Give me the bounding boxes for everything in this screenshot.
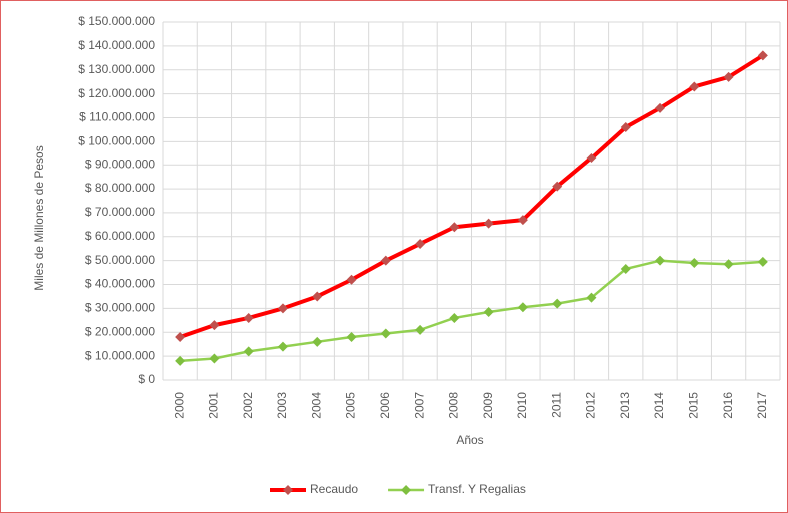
y-tick-label: $ 70.000.000	[85, 205, 155, 219]
x-tick-label: 2007	[412, 392, 426, 419]
marker	[346, 332, 357, 343]
marker	[277, 341, 288, 352]
x-tick-label: 2000	[172, 392, 186, 419]
x-tick-label: 2015	[686, 392, 700, 419]
x-tick-label: 2008	[447, 392, 461, 419]
legend-label: Recaudo	[310, 482, 358, 496]
y-tick-label: $ 110.000.000	[79, 110, 155, 124]
legend-marker	[401, 485, 412, 495]
y-tick-label: $ 60.000.000	[85, 229, 155, 243]
x-tick-label: 2011	[549, 392, 563, 418]
marker	[243, 312, 254, 323]
x-tick-label: 2013	[618, 392, 632, 419]
x-tick-label: 2010	[515, 392, 529, 419]
marker	[517, 302, 528, 313]
marker	[552, 298, 563, 309]
marker	[517, 215, 528, 226]
x-tick-label: 2004	[309, 392, 323, 419]
marker	[689, 81, 700, 92]
legend-label: Transf. Y Regalias	[428, 482, 526, 496]
y-axis-title: Miles de Millones de Pesos	[32, 145, 46, 290]
y-tick-label: $ 20.000.000	[85, 324, 155, 338]
marker	[552, 181, 563, 192]
marker	[586, 292, 597, 303]
y-tick-label: $ 140.000.000	[78, 38, 155, 52]
y-tick-label: $ 30.000.000	[85, 301, 155, 315]
marker	[277, 303, 288, 314]
y-tick-label: $ 50.000.000	[85, 253, 155, 267]
x-tick-label: 2016	[721, 392, 735, 419]
series-line	[180, 259, 763, 363]
marker	[243, 346, 254, 357]
y-tick-label: $ 40.000.000	[85, 277, 155, 291]
marker	[723, 259, 734, 270]
x-tick-label: 2017	[755, 392, 769, 419]
y-tick-label: $ 80.000.000	[85, 181, 155, 195]
marker	[655, 102, 666, 113]
marker	[175, 355, 186, 366]
y-tick-label: $ 90.000.000	[85, 157, 155, 171]
marker	[757, 50, 768, 61]
legend-marker	[283, 485, 293, 495]
marker	[380, 328, 391, 339]
marker	[655, 255, 666, 266]
y-tick-label: $ 150.000.000	[78, 14, 155, 28]
marker	[175, 332, 186, 343]
marker	[312, 336, 323, 347]
marker	[209, 320, 220, 331]
marker	[620, 264, 631, 275]
x-tick-label: 2005	[344, 392, 358, 419]
x-tick-label: 2009	[481, 392, 495, 419]
marker	[757, 256, 768, 267]
marker	[312, 291, 323, 302]
x-axis-title: Años	[456, 433, 483, 447]
series-line	[179, 53, 764, 339]
marker	[483, 306, 494, 317]
y-tick-label: $ 120.000.000	[78, 86, 155, 100]
marker	[620, 122, 631, 133]
marker	[346, 274, 357, 285]
marker	[449, 312, 460, 323]
marker	[723, 71, 734, 82]
marker	[415, 238, 426, 249]
x-tick-label: 2006	[378, 392, 392, 419]
y-tick-label: $ 100.000.000	[78, 134, 155, 148]
x-tick-label: 2003	[275, 392, 289, 419]
marker	[209, 353, 220, 364]
marker	[380, 255, 391, 266]
y-tick-label: $ 10.000.000	[85, 348, 155, 362]
y-tick-label: $ 0	[138, 372, 155, 386]
marker	[415, 324, 426, 335]
marker	[586, 153, 597, 164]
marker	[449, 222, 460, 233]
y-tick-label: $ 130.000.000	[78, 62, 155, 76]
x-tick-label: 2014	[652, 392, 666, 419]
x-tick-label: 2012	[584, 392, 598, 419]
marker	[689, 258, 700, 269]
x-tick-label: 2001	[207, 392, 221, 419]
marker	[483, 218, 494, 229]
x-tick-label: 2002	[241, 392, 255, 419]
